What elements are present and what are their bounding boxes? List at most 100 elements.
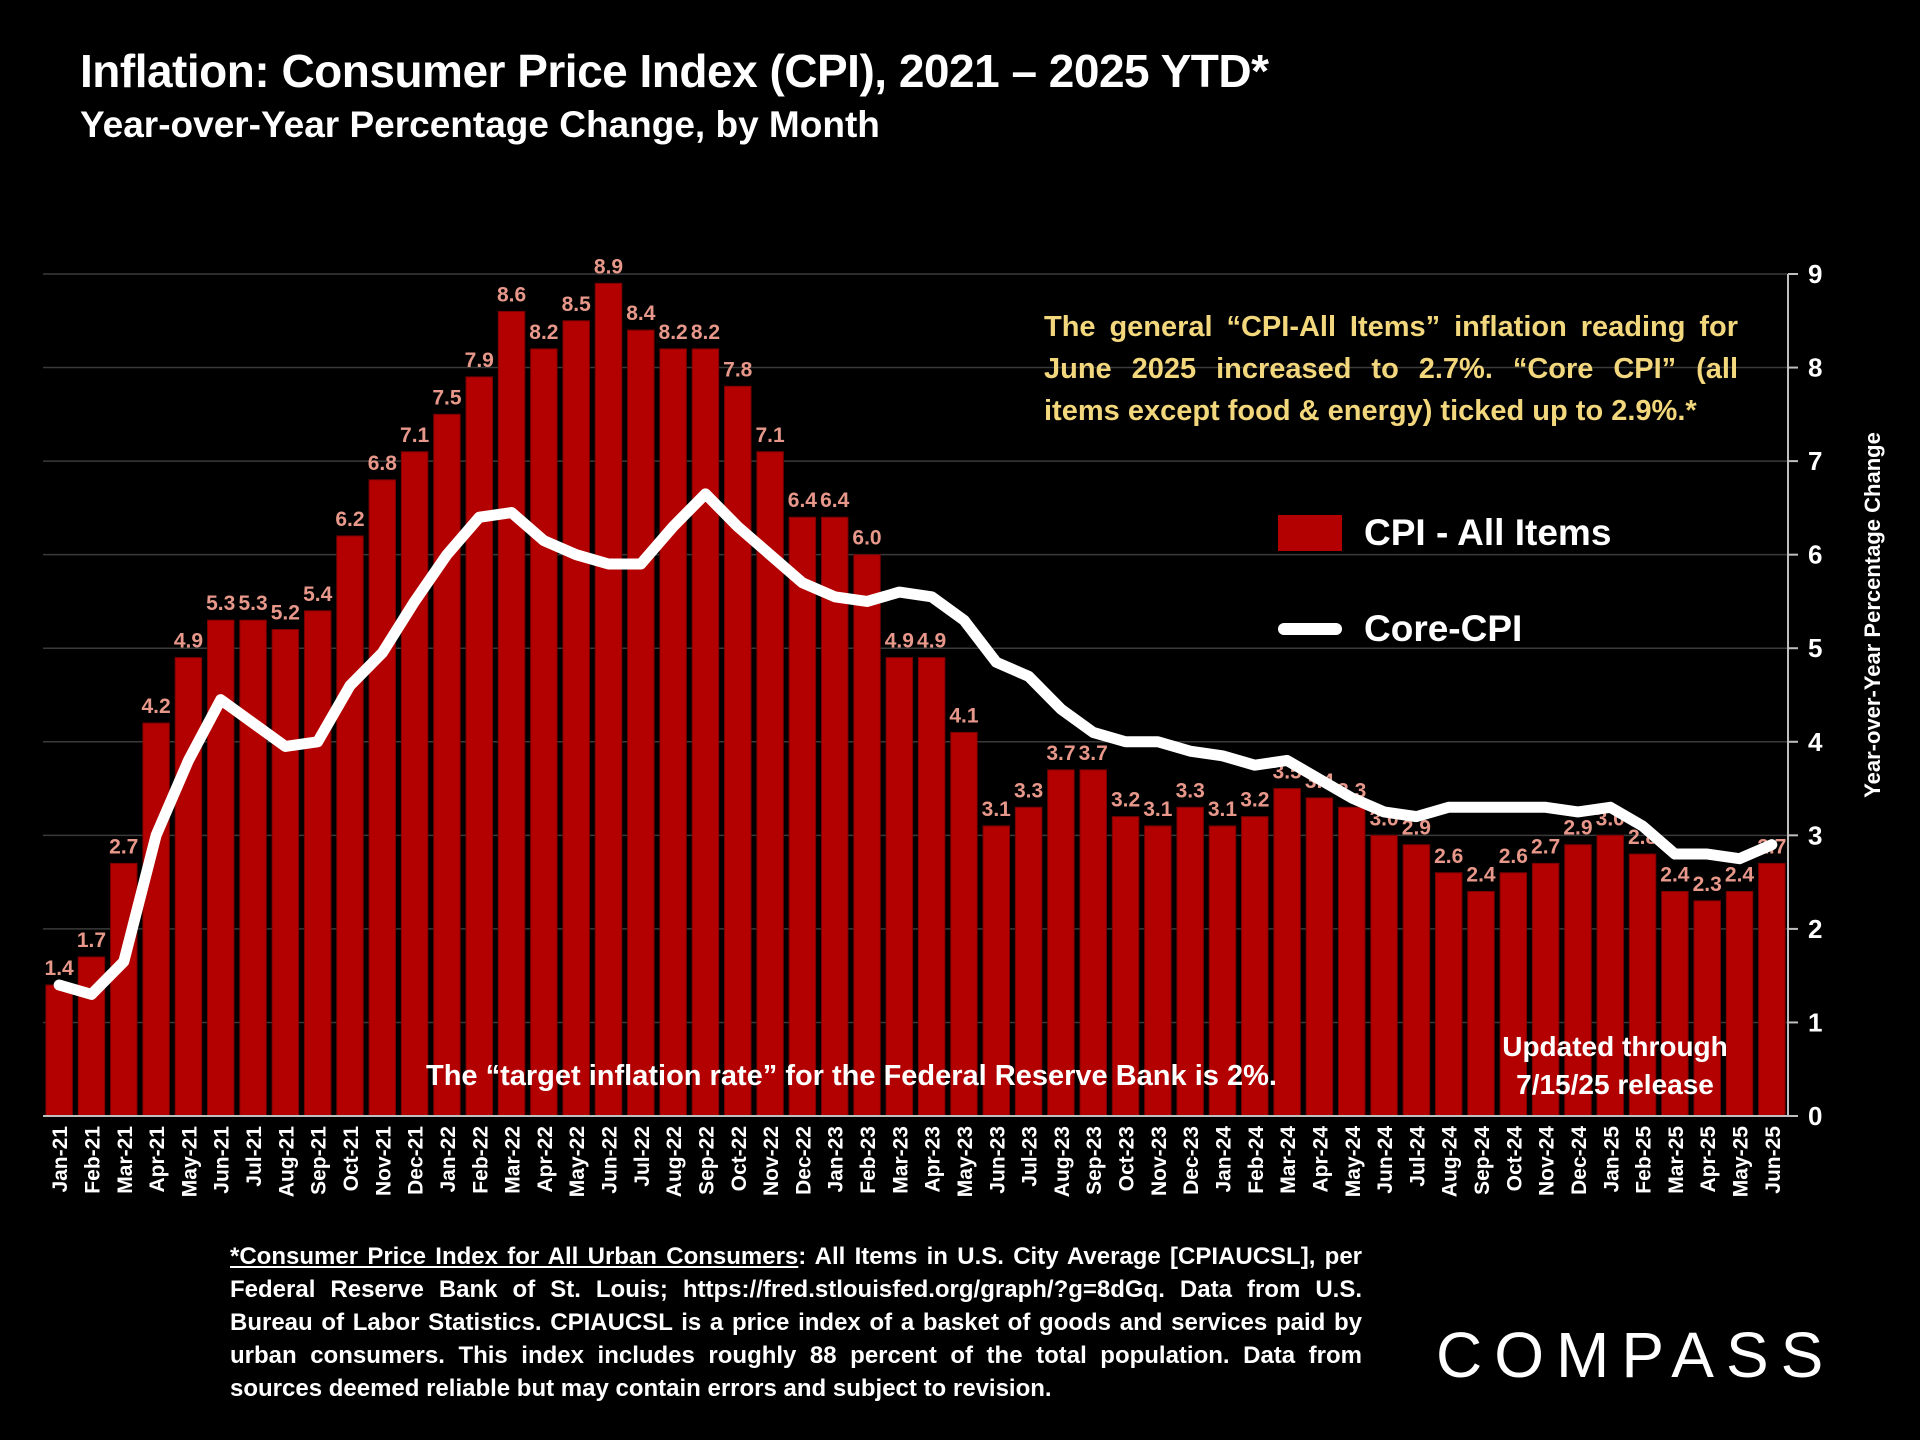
cpi-bar <box>1531 862 1560 1117</box>
x-tick-label: Mar-23 <box>889 1126 912 1194</box>
cpi-data-label: 4.9 <box>174 630 203 653</box>
cpi-data-label: 6.4 <box>820 489 850 512</box>
cpi-bar <box>1758 862 1786 1117</box>
cpi-bar <box>1273 788 1301 1117</box>
cpi-bar <box>368 479 397 1117</box>
cpi-bar <box>271 629 300 1117</box>
x-tick-label: Feb-21 <box>81 1126 104 1194</box>
cpi-bar <box>433 413 461 1117</box>
cpi-bar <box>303 610 332 1117</box>
cpi-data-label: 1.4 <box>45 957 75 980</box>
cpi-bar <box>497 310 526 1117</box>
cpi-data-label: 5.3 <box>238 592 267 615</box>
x-tick-label: Jun-21 <box>211 1126 234 1194</box>
cpi-data-label: 2.6 <box>1499 845 1528 868</box>
cpi-data-label: 5.4 <box>303 583 333 606</box>
cpi-data-label: 8.2 <box>659 321 688 344</box>
cpi-data-label: 6.2 <box>335 508 364 531</box>
x-tick-label: Apr-21 <box>146 1126 169 1193</box>
footnote: *Consumer Price Index for All Urban Cons… <box>230 1240 1362 1405</box>
legend-line-swatch <box>1278 623 1342 635</box>
cpi-bar <box>1305 797 1334 1117</box>
legend-label-core-cpi: Core-CPI <box>1364 608 1523 649</box>
footnote-source-link[interactable]: *Consumer Price Index for All Urban Cons… <box>230 1243 799 1270</box>
cpi-data-label: 7.9 <box>465 349 494 372</box>
y-tick-label: 5 <box>1808 633 1822 663</box>
core-cpi-line <box>53 488 1778 1000</box>
legend-label-cpi: CPI - All Items <box>1364 512 1612 553</box>
cpi-data-label: 2.4 <box>1660 863 1690 886</box>
x-tick-label: Aug-23 <box>1051 1126 1074 1197</box>
updated-note: Updated through 7/15/25 release <box>1470 1028 1760 1104</box>
x-tick-label: Apr-22 <box>534 1126 557 1193</box>
cpi-bar <box>917 657 946 1117</box>
x-tick-label: Apr-23 <box>922 1126 945 1193</box>
cpi-bar <box>1014 806 1043 1117</box>
y-tick-label: 8 <box>1808 353 1822 383</box>
cpi-bar <box>336 535 364 1117</box>
cpi-bar <box>530 348 558 1117</box>
cpi-bar <box>110 862 138 1117</box>
x-tick-label: Sep-23 <box>1083 1126 1106 1195</box>
legend-item-core-cpi: Core-CPI <box>1278 608 1522 650</box>
cpi-data-label: 2.9 <box>1563 817 1592 840</box>
x-tick-label: Jul-24 <box>1406 1126 1429 1187</box>
x-axis-ticks: Jan-21 Feb-21 Mar-21 Apr-21 May-21 Jun-21 Jul-… <box>49 1126 1785 1198</box>
cpi-bar <box>594 282 623 1117</box>
x-tick-label: Oct-21 <box>340 1126 363 1192</box>
cpi-data-label: 1.7 <box>77 929 106 952</box>
x-tick-label: Jul-21 <box>243 1126 266 1187</box>
x-tick-label: Sep-21 <box>308 1126 331 1195</box>
cpi-data-label: 7.1 <box>400 424 430 447</box>
cpi-data-label: 5.3 <box>206 592 235 615</box>
cpi-data-label: 2.7 <box>109 835 138 858</box>
x-tick-label: Jul-23 <box>1019 1126 1042 1187</box>
updated-line-2: 7/15/25 release <box>1516 1069 1714 1100</box>
cpi-bar <box>1661 890 1689 1117</box>
x-tick-label: Oct-22 <box>728 1126 751 1191</box>
x-tick-label: May-21 <box>178 1126 201 1198</box>
cpi-data-label: 2.6 <box>1434 845 1463 868</box>
cpi-data-label: 3.1 <box>1143 798 1173 821</box>
footnote-text: : All Items in U.S. City Average [CPIAUC… <box>230 1243 1363 1402</box>
x-tick-label: May-23 <box>954 1126 977 1197</box>
x-tick-label: May-25 <box>1730 1126 1753 1198</box>
x-tick-label: Jan-24 <box>1212 1126 1235 1193</box>
x-tick-label: Mar-25 <box>1665 1126 1688 1194</box>
x-tick-label: Jan-25 <box>1600 1126 1623 1193</box>
cpi-bar <box>1467 890 1495 1117</box>
cpi-bar <box>1402 844 1431 1117</box>
cpi-data-label: 4.9 <box>917 630 946 653</box>
x-tick-label: Nov-22 <box>760 1126 783 1196</box>
cpi-data-label: 3.7 <box>1046 742 1075 765</box>
x-tick-label: Jun-25 <box>1762 1126 1785 1194</box>
x-tick-label: Aug-21 <box>275 1126 298 1197</box>
target-inflation-note: The “target inflation rate” for the Fede… <box>426 1060 1277 1092</box>
cpi-bar <box>820 516 849 1117</box>
x-tick-label: Jan-22 <box>437 1126 460 1193</box>
cpi-bar <box>1693 900 1721 1117</box>
cpi-bar <box>1370 834 1398 1117</box>
x-tick-label: Jun-24 <box>1374 1126 1397 1194</box>
cpi-data-label: 4.1 <box>949 704 979 727</box>
x-tick-label: May-22 <box>566 1126 589 1197</box>
legend-item-cpi: CPI - All Items <box>1278 512 1611 554</box>
chart-title: Inflation: Consumer Price Index (CPI), 2… <box>80 45 1269 97</box>
x-tick-label: Jun-22 <box>599 1126 622 1194</box>
y-axis-ticks: 0 1 2 3 4 5 6 7 8 9 <box>1788 259 1823 1131</box>
cpi-data-label: 3.3 <box>1176 779 1205 802</box>
cpi-bar <box>1047 769 1075 1117</box>
cpi-bar <box>239 619 267 1117</box>
y-tick-label: 1 <box>1808 1007 1822 1037</box>
y-tick-label: 9 <box>1808 259 1822 289</box>
cpi-data-label: 4.9 <box>885 630 914 653</box>
y-tick-label: 6 <box>1808 540 1822 570</box>
cpi-data-label: 3.7 <box>1079 742 1108 765</box>
cpi-bar <box>45 984 73 1117</box>
x-tick-label: Dec-23 <box>1180 1126 1203 1195</box>
x-tick-label: Nov-24 <box>1536 1126 1559 1196</box>
x-tick-label: Apr-24 <box>1309 1126 1332 1193</box>
cpi-data-label: 5.2 <box>271 602 300 625</box>
cpi-bar <box>659 348 687 1117</box>
